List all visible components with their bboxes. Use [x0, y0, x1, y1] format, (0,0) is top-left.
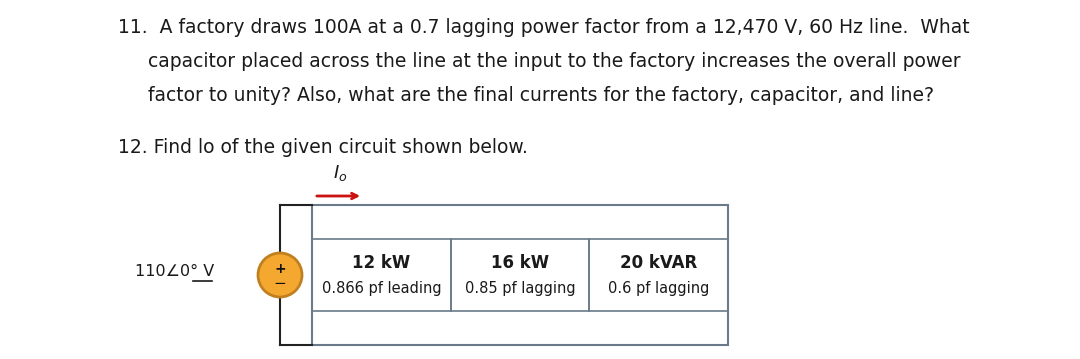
- Text: 12 kW: 12 kW: [352, 254, 410, 272]
- Text: −: −: [273, 276, 286, 292]
- Text: 12. Find lo of the given circuit shown below.: 12. Find lo of the given circuit shown b…: [118, 138, 528, 157]
- Text: +: +: [274, 262, 286, 276]
- Text: 0.6 pf lagging: 0.6 pf lagging: [608, 281, 710, 297]
- Text: 0.866 pf leading: 0.866 pf leading: [322, 281, 441, 297]
- Text: 16 kW: 16 kW: [491, 254, 549, 272]
- Text: 110∠​0° V: 110∠​0° V: [135, 264, 215, 279]
- Bar: [450, 239, 590, 311]
- Text: factor to unity? Also, what are the final currents for the factory, capacitor, a: factor to unity? Also, what are the fina…: [148, 86, 934, 105]
- Text: 20 kVAR: 20 kVAR: [620, 254, 698, 272]
- Text: $I_o$: $I_o$: [333, 163, 348, 183]
- Text: 11.  A factory draws 100A at a 0.7 lagging power factor from a 12,470 V, 60 Hz l: 11. A factory draws 100A at a 0.7 laggin…: [118, 18, 970, 37]
- Bar: [590, 239, 728, 311]
- Circle shape: [258, 253, 302, 297]
- Text: 0.85 pf lagging: 0.85 pf lagging: [464, 281, 576, 297]
- Text: capacitor placed across the line at the input to the factory increases the overa: capacitor placed across the line at the …: [148, 52, 960, 71]
- Bar: [312, 205, 728, 345]
- Bar: [312, 239, 450, 311]
